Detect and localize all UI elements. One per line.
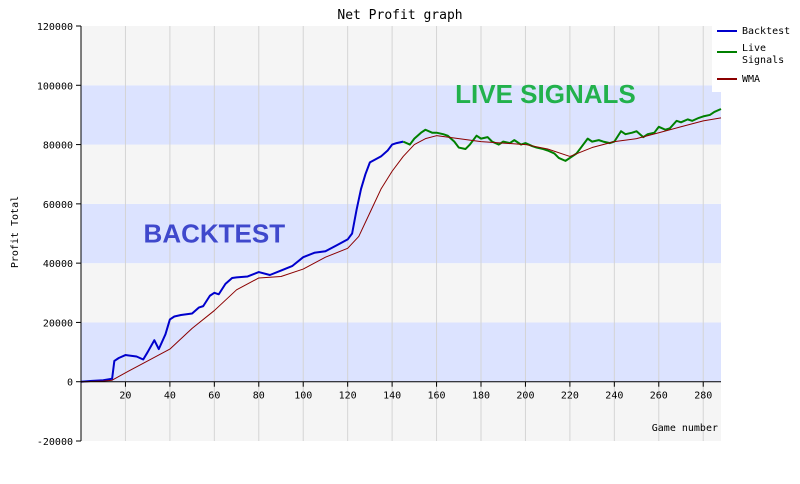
- x-tick-label: 120: [339, 391, 357, 402]
- y-tick-label: 100000: [37, 81, 73, 92]
- grid-lines: [124, 26, 704, 441]
- annotation-backtest: BACKTEST: [144, 219, 286, 249]
- series-line-backtest: [80, 140, 404, 383]
- x-axis-label: Game number: [652, 423, 718, 434]
- x-tick-label: 80: [253, 391, 265, 402]
- x-tick-label: 260: [650, 391, 668, 402]
- background-band: [81, 144, 721, 204]
- legend-label-backtest: Backtest: [742, 26, 790, 37]
- y-tick-label: -20000: [37, 437, 73, 448]
- x-tick-label: 100: [294, 391, 312, 402]
- x-tick-label: 60: [208, 391, 220, 402]
- background-band: [81, 322, 721, 382]
- y-tick-label: 120000: [37, 22, 73, 33]
- y-tick-label: 40000: [43, 259, 73, 270]
- legend-label-wma: WMA: [742, 74, 760, 85]
- chart-title: Net Profit graph: [337, 8, 462, 23]
- background-band: [81, 263, 721, 323]
- legend-label-live-signals: Live Signals: [742, 43, 784, 66]
- x-tick-label: 140: [383, 391, 401, 402]
- annotation-live-signals: LIVE SIGNALS: [455, 79, 636, 109]
- y-axis-label: Profit Total: [10, 196, 21, 268]
- y-tick-label: 0: [67, 378, 73, 389]
- x-tick-label: 280: [694, 391, 712, 402]
- series-line-live-signals: [402, 108, 722, 162]
- legend: Backtest Live Signals WMA: [712, 20, 800, 92]
- x-tick-label: 240: [605, 391, 623, 402]
- x-tick-label: 200: [516, 391, 534, 402]
- series-lines: [80, 108, 722, 383]
- series-line-wma: [80, 117, 722, 383]
- x-tick-label: 20: [119, 391, 131, 402]
- y-tick-label: 80000: [43, 141, 73, 152]
- x-tick-label: 40: [164, 391, 176, 402]
- x-tick-label: 160: [428, 391, 446, 402]
- y-tick-label: 60000: [43, 200, 73, 211]
- background-band: [81, 26, 721, 86]
- y-tick-label: 20000: [43, 318, 73, 329]
- x-tick-label: 180: [472, 391, 490, 402]
- x-tick-label: 220: [561, 391, 579, 402]
- tick-labels: -20000 0 20000 40000 60000 80000 100000 120000 2…: [37, 22, 712, 448]
